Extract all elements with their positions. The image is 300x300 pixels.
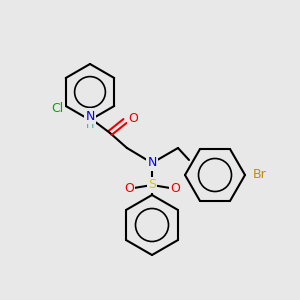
Text: N: N	[85, 110, 95, 122]
Text: O: O	[128, 112, 138, 125]
Text: Cl: Cl	[52, 101, 64, 115]
Text: N: N	[147, 157, 157, 169]
Text: O: O	[124, 182, 134, 194]
Text: S: S	[148, 178, 156, 191]
Text: O: O	[170, 182, 180, 194]
Text: H: H	[86, 120, 94, 130]
Text: Br: Br	[253, 169, 267, 182]
